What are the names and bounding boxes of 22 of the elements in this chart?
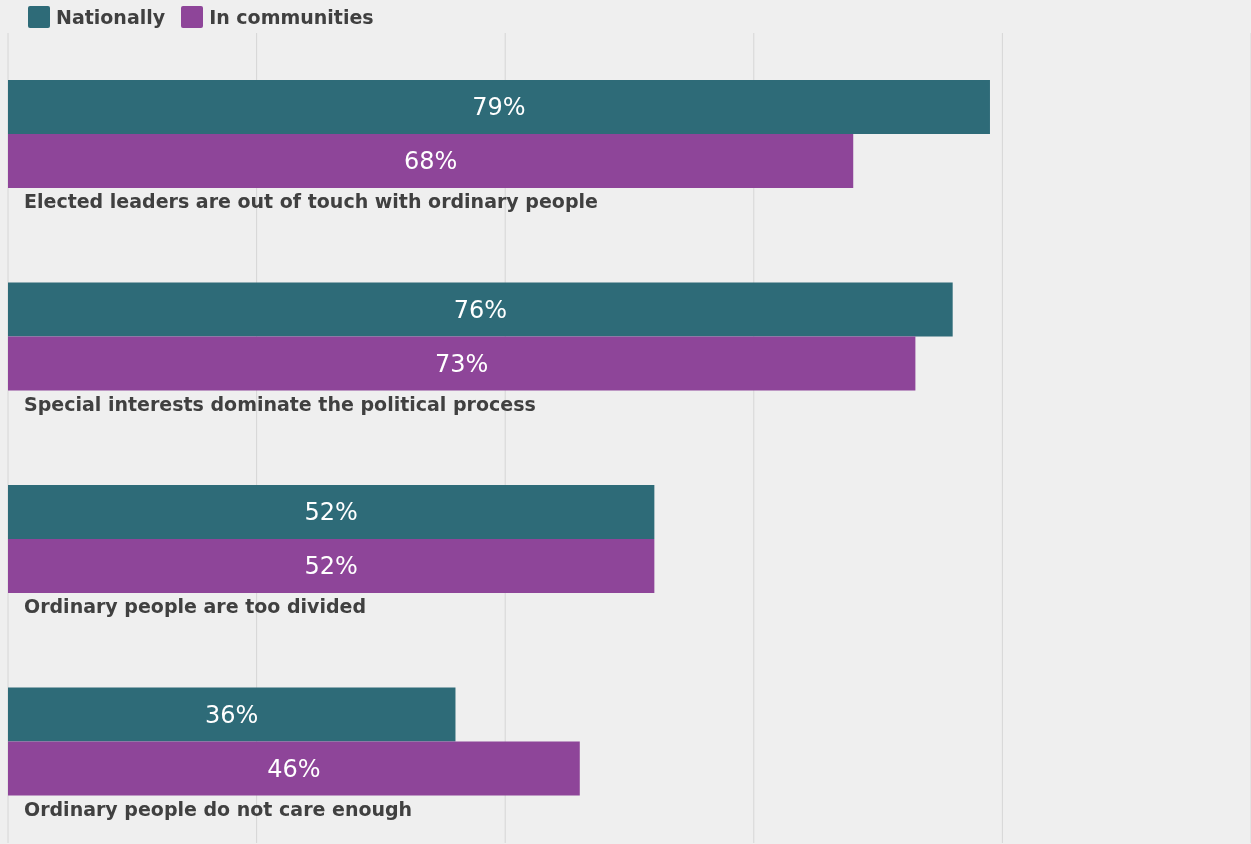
y-tick-label: Special interests dominate the political process	[24, 392, 536, 415]
legend-label: In communities	[209, 5, 374, 28]
bar	[8, 336, 916, 391]
y-tick-label: Elected leaders are out of touch with ordinary people	[24, 190, 598, 213]
bar	[8, 282, 953, 337]
data-label: 36%	[205, 700, 259, 729]
data-label: 52%	[304, 552, 358, 580]
bar	[8, 80, 990, 134]
data-label: 76%	[453, 295, 508, 324]
bar	[8, 741, 580, 796]
bar	[8, 485, 655, 539]
bar	[8, 134, 854, 188]
data-label: 79%	[472, 93, 526, 121]
bar	[8, 539, 655, 593]
data-label: 46%	[267, 754, 321, 783]
data-label: 73%	[435, 349, 489, 378]
y-tick-label: Ordinary people are too divided	[24, 595, 367, 618]
data-label: 68%	[403, 147, 458, 175]
bar	[8, 687, 456, 742]
y-tick-label: Ordinary people do not care enough	[24, 797, 413, 820]
data-label: 52%	[304, 498, 358, 526]
legend-label: Nationally	[56, 5, 166, 28]
